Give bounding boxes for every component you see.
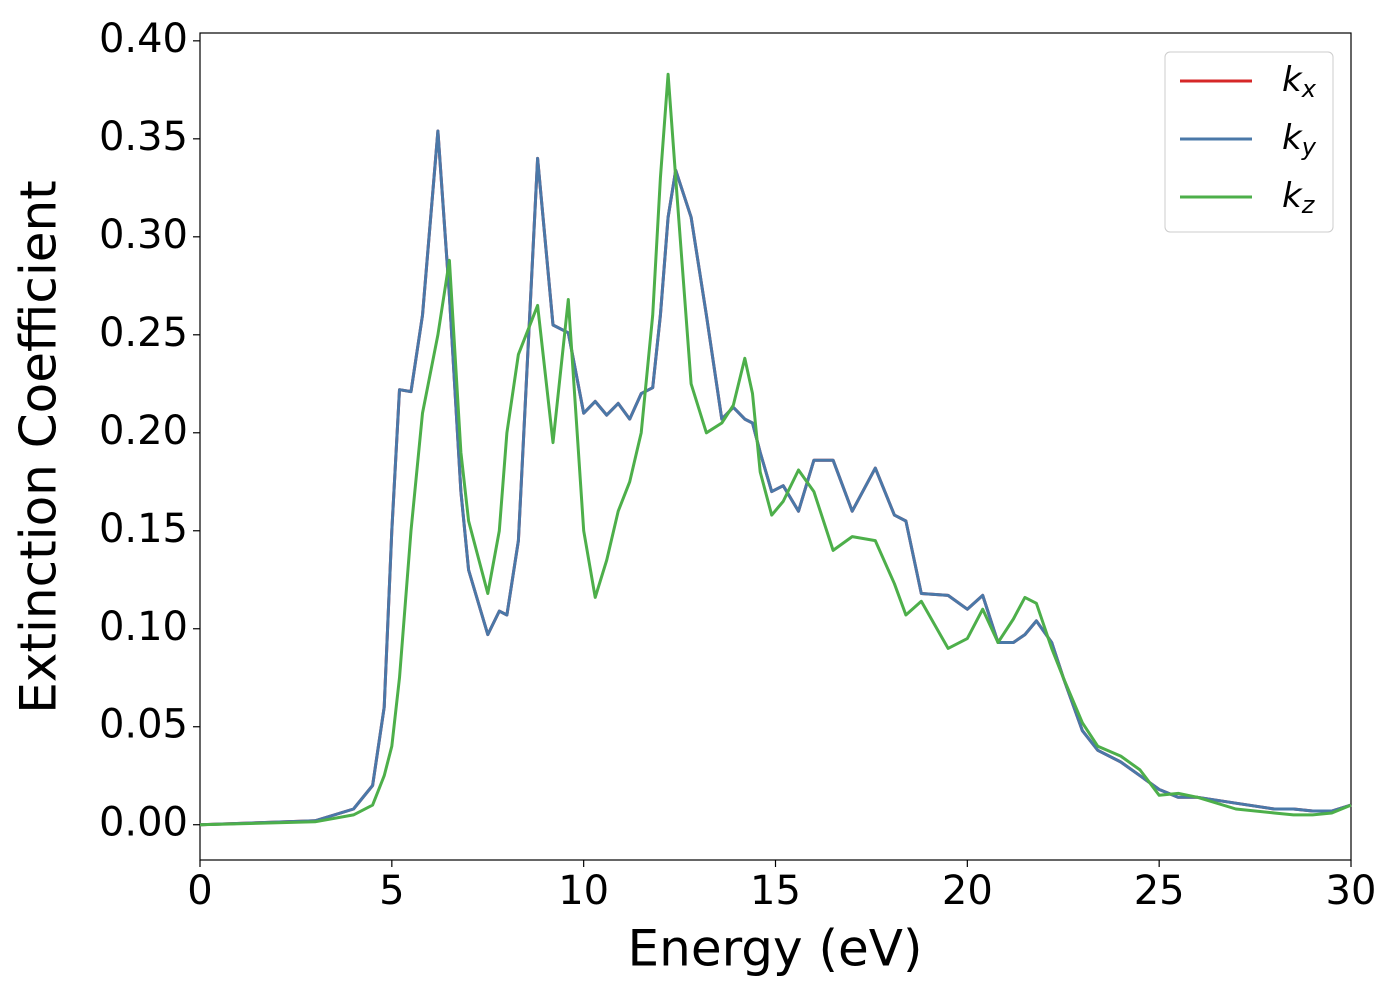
y-tick-label: 0.10 (99, 604, 188, 650)
x-tick-label: 5 (379, 868, 404, 914)
x-axis-label: Energy (eV) (628, 920, 923, 978)
y-tick-label: 0.15 (99, 506, 188, 552)
x-tick-label: 10 (558, 868, 609, 914)
x-tick-label: 15 (750, 868, 801, 914)
x-tick-label: 30 (1326, 868, 1377, 914)
legend-box (1164, 51, 1334, 233)
series-line (199, 129, 1352, 827)
series-line (199, 129, 1352, 827)
x-tick-label: 25 (1134, 868, 1185, 914)
y-tick-label: 0.35 (99, 114, 188, 160)
y-tick-label: 0.30 (99, 212, 188, 258)
legend-label: kx (1282, 60, 1317, 104)
y-tick-label: 0.00 (99, 800, 188, 846)
y-tick-label: 0.05 (99, 702, 188, 748)
legend-label: ky (1282, 118, 1317, 162)
series-line (199, 72, 1352, 827)
x-tick-label: 20 (942, 868, 993, 914)
legend-label: kz (1282, 176, 1316, 220)
y-tick-label: 0.20 (99, 408, 188, 454)
x-tick-label: 0 (187, 868, 212, 914)
y-tick-label: 0.40 (99, 16, 188, 62)
y-tick-label: 0.25 (99, 310, 188, 356)
y-axis-label: Extinction Coefficient (10, 180, 68, 714)
